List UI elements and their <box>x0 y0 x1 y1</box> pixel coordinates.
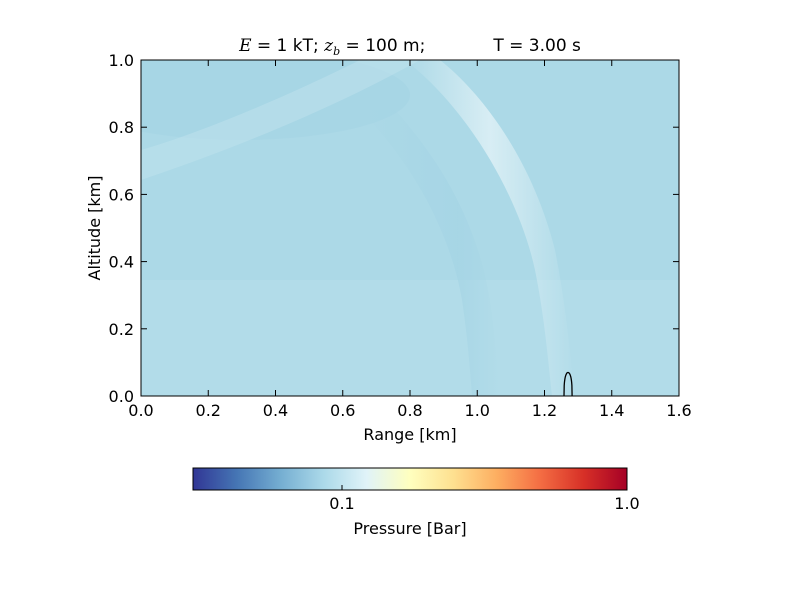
y-tick-label: 0.0 <box>109 387 134 406</box>
colorbar-tick-label: 1.0 <box>614 494 639 513</box>
x-tick-label: 0.4 <box>263 401 288 420</box>
colorbar-label: Pressure [Bar] <box>353 519 466 538</box>
shock-front <box>405 60 575 396</box>
chart-title: E = 1 kT; zb = 100 m; T = 3.00 s <box>238 36 581 58</box>
x-tick-label: 0.6 <box>330 401 355 420</box>
y-tick-label: 1.0 <box>109 51 134 70</box>
shock-front-trail <box>360 110 500 396</box>
pressure-contour-line <box>563 371 573 397</box>
field-lower-band <box>141 280 679 396</box>
colorbar <box>192 467 628 491</box>
y-tick-label: 0.4 <box>109 253 134 272</box>
y-tick-label: 0.6 <box>109 185 134 204</box>
colorbar-axis: 0.1 1.0 <box>329 485 640 513</box>
shock-front-inner <box>141 60 420 180</box>
x-tick-label: 1.4 <box>599 401 624 420</box>
x-tick-label: 0.2 <box>196 401 221 420</box>
x-tick-label: 1.2 <box>532 401 557 420</box>
y-axis-label: Altitude [km] <box>85 176 104 281</box>
x-axis-label: Range [km] <box>363 425 456 444</box>
x-tick-label: 1.0 <box>465 401 490 420</box>
x-tick-label: 0.0 <box>128 401 153 420</box>
colorbar-tick-label: 0.1 <box>329 494 354 513</box>
x-tick-label: 1.6 <box>666 401 691 420</box>
x-tick-label: 0.8 <box>397 401 422 420</box>
x-axis: 0.0 0.2 0.4 0.6 0.8 1.0 1.2 1.4 1.6 <box>128 60 692 420</box>
pressure-field <box>141 60 679 396</box>
y-tick-label: 0.8 <box>109 118 134 137</box>
y-axis: 0.0 0.2 0.4 0.6 0.8 1.0 <box>109 51 679 406</box>
y-tick-label: 0.2 <box>109 320 134 339</box>
